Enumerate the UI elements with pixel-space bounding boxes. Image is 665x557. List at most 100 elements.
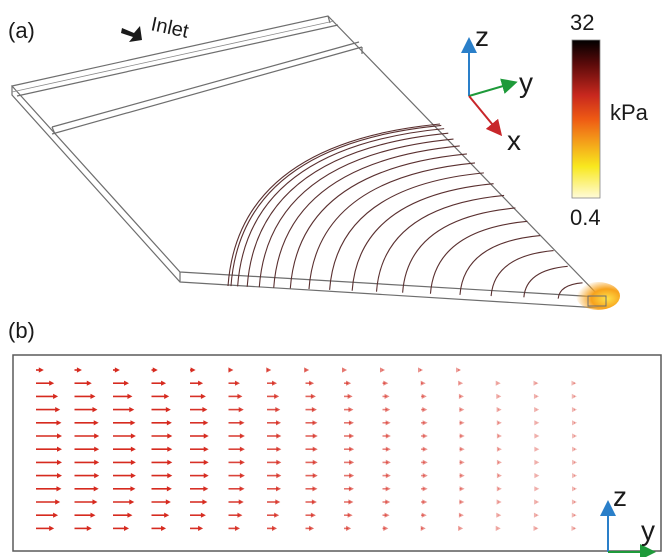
velocity-arrow-head bbox=[198, 380, 204, 386]
velocity-arrow-head bbox=[496, 499, 502, 505]
velocity-arrow-head bbox=[459, 407, 465, 413]
velocity-arrow-head bbox=[237, 393, 243, 399]
velocity-arrow-head bbox=[385, 446, 391, 452]
velocity-arrow-head bbox=[312, 446, 318, 452]
velocity-arrow-head bbox=[459, 473, 465, 479]
velocity-arrow-head bbox=[239, 473, 245, 479]
velocity-arrow-head bbox=[237, 512, 243, 518]
velocity-arrow-head bbox=[239, 433, 245, 439]
velocity-arrow-head bbox=[49, 525, 55, 531]
inlet-arrow-icon bbox=[121, 26, 142, 42]
velocity-arrow-head bbox=[56, 420, 62, 426]
velocity-arrow-head bbox=[202, 499, 208, 505]
velocity-arrow-head bbox=[349, 473, 355, 479]
velocity-arrow-head bbox=[347, 393, 353, 399]
cross-section-arc bbox=[308, 162, 476, 290]
velocity-arrow-head bbox=[124, 380, 130, 386]
velocity-arrow-head bbox=[534, 459, 540, 465]
velocity-arrow-head bbox=[418, 367, 424, 373]
velocity-arrow-head bbox=[93, 486, 99, 492]
velocity-arrow-head bbox=[203, 446, 209, 452]
cross-section-arc bbox=[523, 265, 568, 298]
velocity-arrow-head bbox=[311, 407, 317, 413]
velocity-arrow-head bbox=[572, 486, 578, 492]
velocity-arrow-head bbox=[347, 512, 353, 518]
velocity-arrow-head bbox=[310, 393, 316, 399]
velocity-arrow-head bbox=[130, 486, 136, 492]
velocity-arrow-head bbox=[346, 380, 352, 386]
velocity-arrow-head bbox=[422, 446, 428, 452]
velocity-arrow-head bbox=[94, 433, 100, 439]
panel-a-label: (a) bbox=[8, 18, 35, 43]
velocity-arrow-head bbox=[272, 380, 278, 386]
velocity-arrow-head bbox=[164, 393, 170, 399]
z-axis-label: z bbox=[475, 21, 489, 52]
velocity-arrow-head bbox=[130, 473, 136, 479]
velocity-arrow-head bbox=[385, 473, 391, 479]
velocity-arrow-head bbox=[312, 433, 318, 439]
velocity-arrow-head bbox=[420, 380, 426, 386]
velocity-arrow-head bbox=[93, 420, 99, 426]
velocity-arrow-head bbox=[309, 380, 315, 386]
velocity-field-frame bbox=[12, 354, 662, 552]
velocity-arrow-head bbox=[57, 446, 62, 452]
velocity-arrow-head bbox=[496, 420, 502, 426]
velocity-arrow-head bbox=[312, 473, 318, 479]
velocity-arrow-head bbox=[422, 486, 428, 492]
velocity-arrow-head bbox=[348, 407, 354, 413]
axes-triad-a: z y x bbox=[461, 21, 533, 156]
velocity-arrow-head bbox=[459, 446, 465, 452]
velocity-arrow-head bbox=[383, 525, 389, 531]
velocity-arrow-head bbox=[200, 393, 206, 399]
velocity-arrow-head bbox=[459, 433, 465, 439]
velocity-arrow-head bbox=[422, 407, 428, 413]
velocity-arrow-head bbox=[534, 433, 540, 439]
velocity-arrow-head bbox=[167, 459, 173, 465]
velocity-arrow-head bbox=[348, 420, 354, 426]
cross-section-arc bbox=[402, 207, 516, 293]
colorbar-unit-label: kPa bbox=[610, 100, 649, 125]
velocity-arrow-head bbox=[276, 486, 282, 492]
velocity-arrow-head bbox=[458, 393, 464, 399]
velocity-arrow-head bbox=[94, 473, 100, 479]
velocity-arrow-head bbox=[496, 393, 502, 399]
velocity-arrow-head bbox=[346, 525, 352, 531]
velocity-arrow-head bbox=[534, 499, 540, 505]
inlet-band-1 bbox=[16, 24, 339, 97]
velocity-arrow-head bbox=[276, 459, 282, 465]
velocity-arrow-head bbox=[165, 407, 171, 413]
velocity-arrow-head bbox=[385, 459, 391, 465]
velocity-arrow-head bbox=[534, 446, 540, 452]
velocity-arrow-head bbox=[534, 486, 540, 492]
velocity-arrow-head bbox=[571, 499, 577, 505]
velocity-arrow-head bbox=[130, 420, 136, 426]
cross-section-arc bbox=[329, 172, 484, 290]
nozzle-geometry bbox=[10, 15, 620, 310]
velocity-arrow-head bbox=[349, 433, 355, 439]
velocity-arrow-head bbox=[164, 512, 170, 518]
cross-section-arc bbox=[227, 123, 441, 287]
velocity-arrow-head bbox=[276, 473, 282, 479]
velocity-arrow-head bbox=[384, 512, 390, 518]
velocity-arrow-head bbox=[266, 367, 272, 373]
velocity-arrow-head bbox=[166, 486, 172, 492]
velocity-arrow-head bbox=[311, 499, 317, 505]
velocity-arrow-head bbox=[239, 420, 245, 426]
velocity-arrow-head bbox=[165, 499, 171, 505]
velocity-arrow-head bbox=[276, 420, 282, 426]
velocity-arrow-head bbox=[275, 407, 281, 413]
cross-section-arc bbox=[230, 124, 442, 287]
velocity-arrow-head bbox=[239, 446, 245, 452]
cross-section-arc bbox=[375, 194, 505, 292]
cross-section-arc bbox=[289, 153, 467, 289]
colorbar-max-label: 32 bbox=[570, 10, 594, 35]
velocity-arrow-head bbox=[234, 380, 240, 386]
velocity-arrow-head bbox=[310, 512, 316, 518]
velocity-arrow-head bbox=[349, 459, 355, 465]
velocity-arrow-head bbox=[459, 486, 465, 492]
velocity-arrow-head bbox=[203, 420, 209, 426]
velocity-arrow-head bbox=[572, 473, 578, 479]
velocity-arrow-head bbox=[572, 446, 578, 452]
velocity-arrow-head bbox=[385, 486, 391, 492]
